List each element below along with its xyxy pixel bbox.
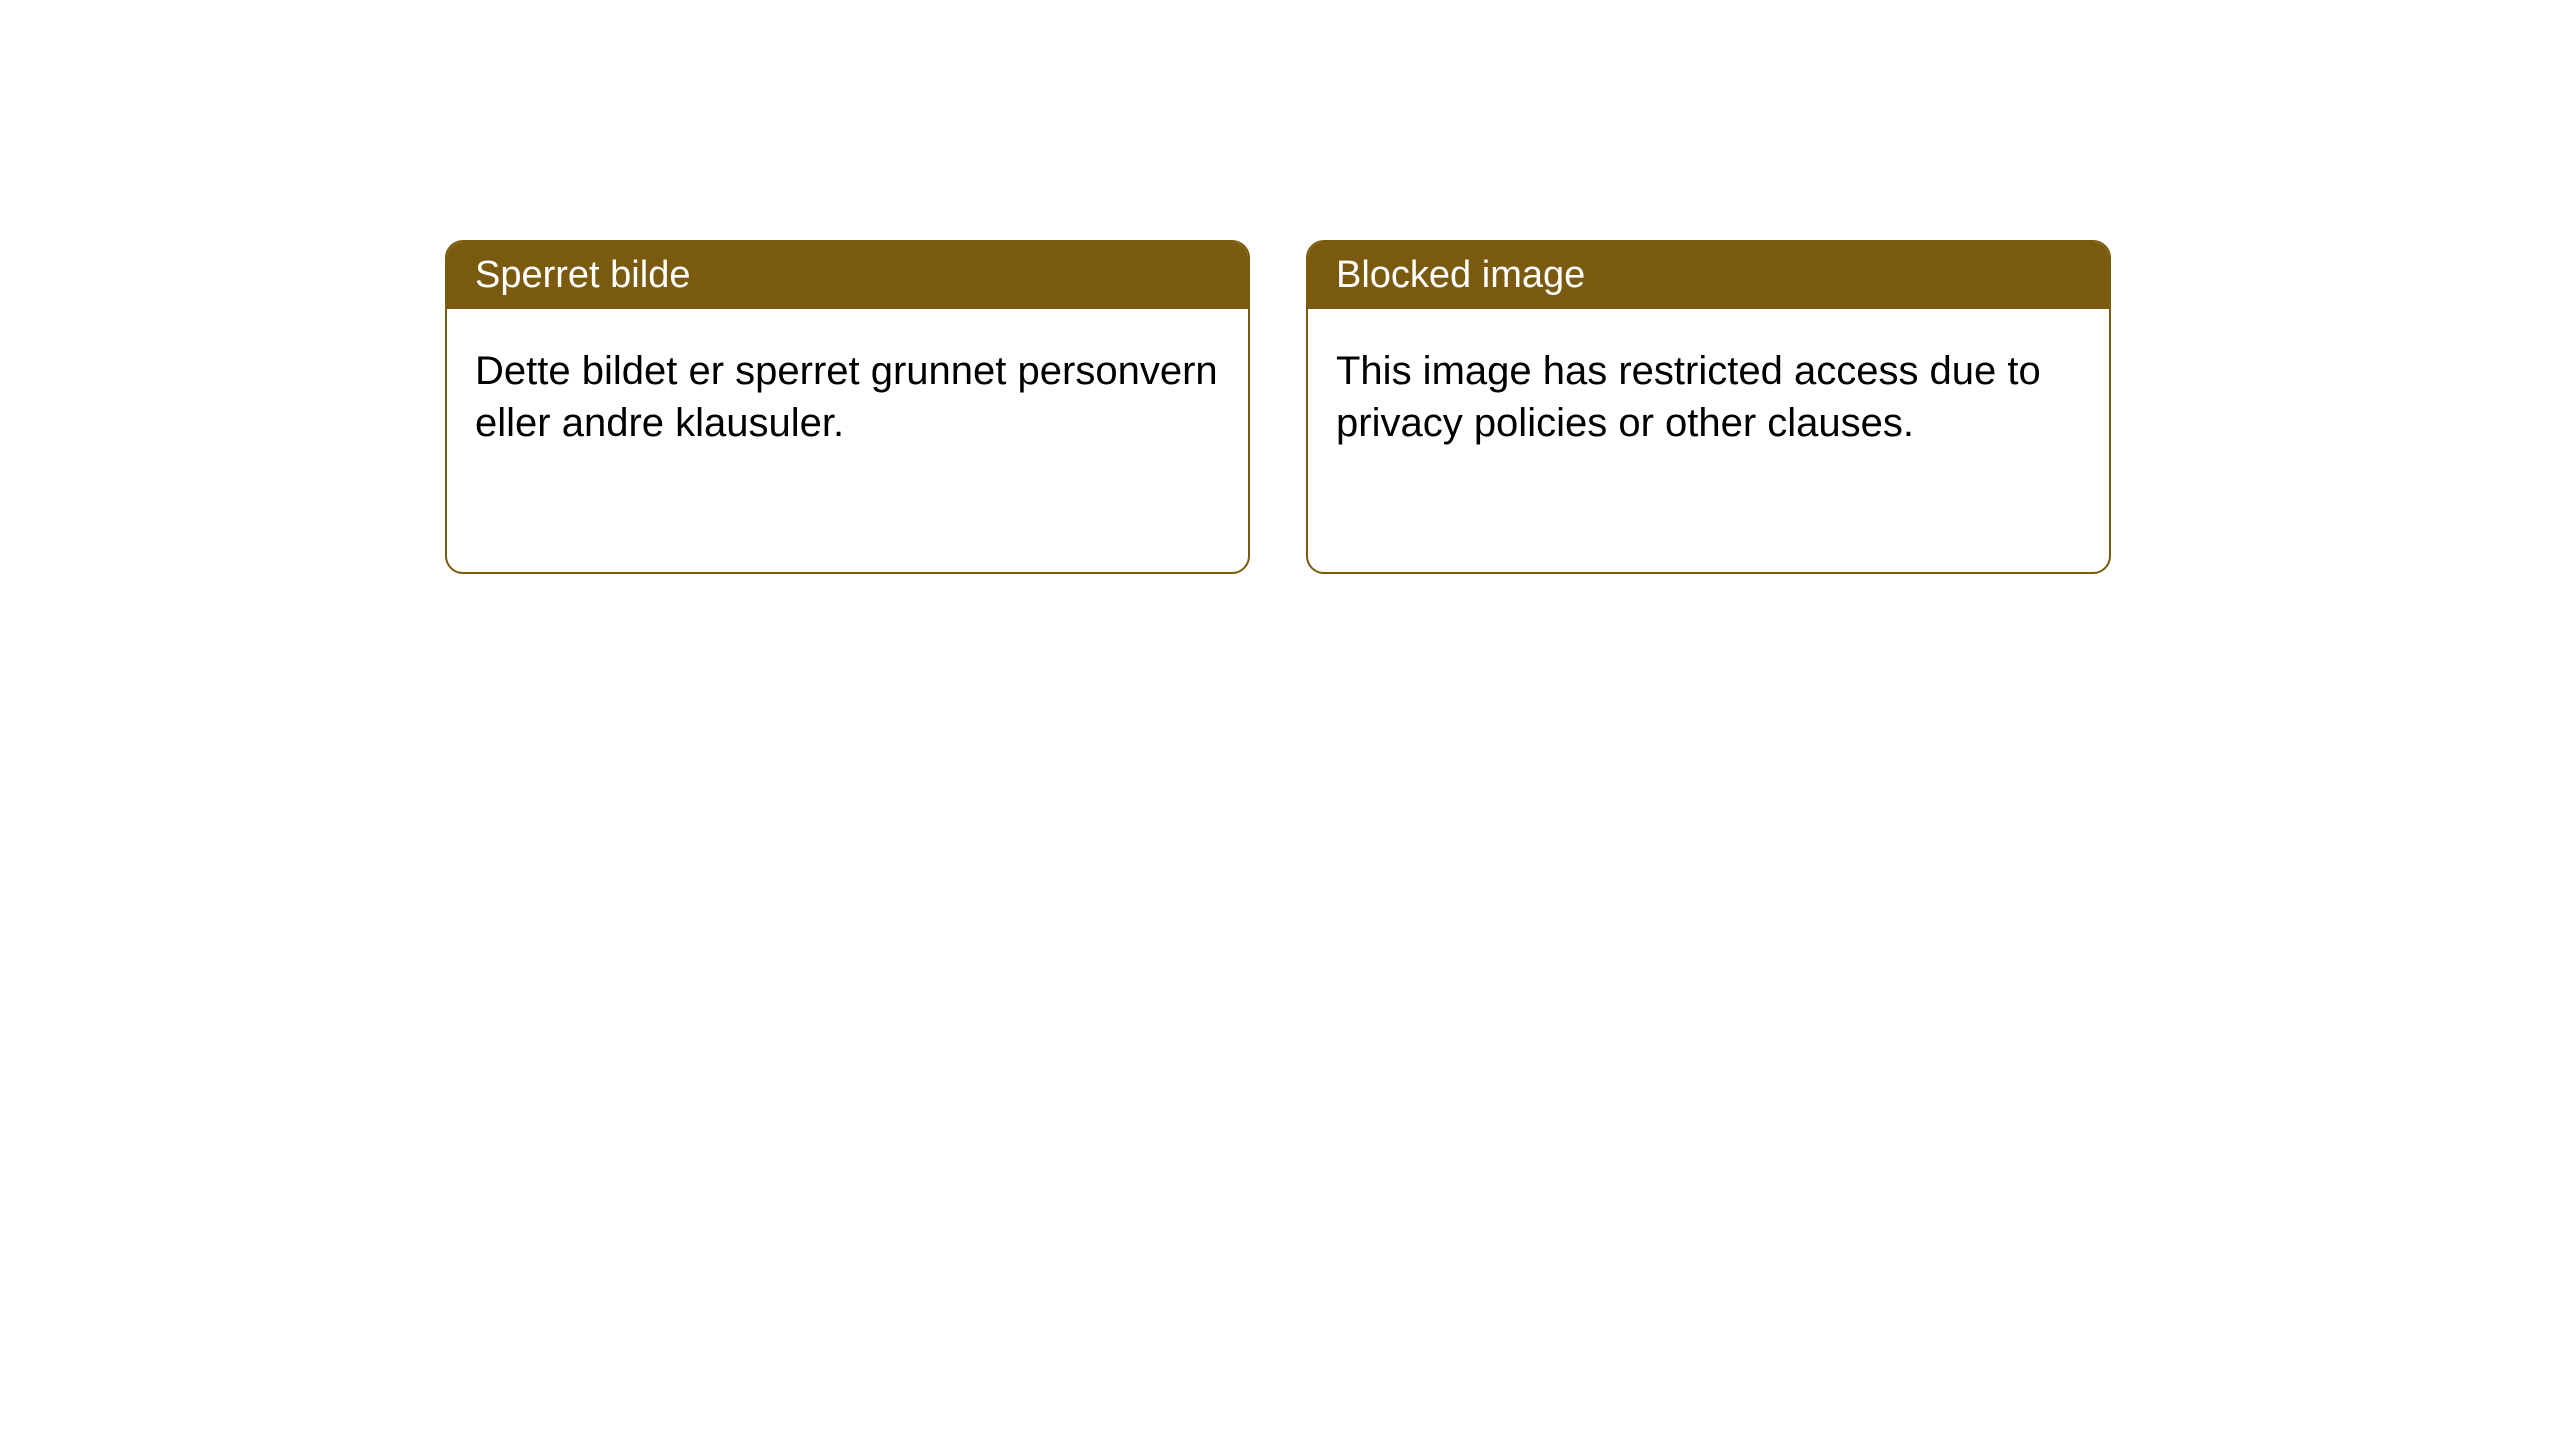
notice-title: Sperret bilde: [475, 254, 690, 296]
notice-card-body: This image has restricted access due to …: [1308, 309, 2109, 485]
notice-card-header: Blocked image: [1308, 242, 2109, 309]
notice-text: This image has restricted access due to …: [1336, 349, 2041, 445]
notice-container: Sperret bilde Dette bildet er sperret gr…: [445, 240, 2111, 574]
notice-text: Dette bildet er sperret grunnet personve…: [475, 349, 1218, 445]
notice-card-header: Sperret bilde: [447, 242, 1248, 309]
notice-card-body: Dette bildet er sperret grunnet personve…: [447, 309, 1248, 485]
notice-title: Blocked image: [1336, 254, 1585, 296]
notice-card-english: Blocked image This image has restricted …: [1306, 240, 2111, 574]
notice-card-norwegian: Sperret bilde Dette bildet er sperret gr…: [445, 240, 1250, 574]
